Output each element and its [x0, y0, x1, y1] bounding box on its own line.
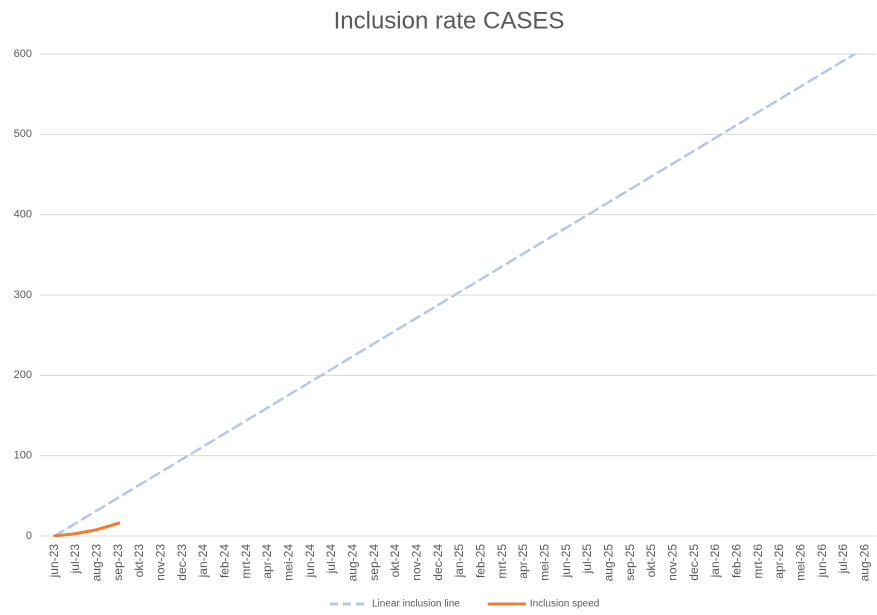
- x-tick-label: mei-24: [282, 544, 296, 581]
- legend-label: Linear inclusion line: [372, 599, 460, 610]
- y-tick-label: 0: [26, 530, 32, 542]
- y-tick-label: 500: [14, 128, 32, 140]
- x-tick-label: okt-23: [132, 544, 146, 578]
- x-tick-label: aug-26: [858, 544, 872, 582]
- y-tick-label: 100: [14, 450, 32, 462]
- x-tick-label: jul-25: [580, 544, 594, 575]
- x-tick-label: okt-25: [644, 544, 658, 578]
- x-tick-label: nov-25: [666, 544, 680, 581]
- x-tick-label: feb-24: [218, 544, 232, 578]
- x-tick-label: aug-24: [346, 544, 360, 582]
- x-tick-label: aug-23: [90, 544, 104, 582]
- x-tick-label: jul-26: [836, 544, 850, 575]
- plot-area: [53, 54, 858, 537]
- x-tick-label: sep-25: [623, 544, 637, 581]
- chart-title: Inclusion rate CASES: [334, 7, 565, 34]
- x-tick-label: jun-24: [303, 544, 317, 579]
- y-tick-label: 300: [14, 289, 32, 301]
- x-tick-label: dec-23: [175, 544, 189, 581]
- x-tick-label: nov-23: [154, 544, 168, 581]
- x-tick-label: jan-26: [708, 544, 722, 579]
- x-tick-label: dec-25: [687, 544, 701, 581]
- x-tick-label: mei-26: [794, 544, 808, 581]
- x-tick-label: jun-23: [47, 544, 61, 579]
- x-tick-label: jan-24: [196, 544, 210, 579]
- x-tick-label: feb-26: [730, 544, 744, 578]
- y-tick-label: 600: [14, 48, 32, 60]
- x-tick-label: jul-24: [324, 544, 338, 575]
- x-tick-label: mrt-24: [239, 544, 253, 579]
- x-tick-label: mei-25: [538, 544, 552, 581]
- legend-label: Inclusion speed: [530, 599, 600, 610]
- x-tick-label: aug-25: [602, 544, 616, 582]
- y-tick-label: 200: [14, 369, 32, 381]
- y-tick-label: 400: [14, 209, 32, 221]
- x-tick-label: apr-25: [516, 544, 530, 579]
- x-tick-label: sep-24: [367, 544, 381, 581]
- x-tick-label: jul-23: [68, 544, 82, 575]
- x-tick-label: feb-25: [474, 544, 488, 578]
- x-tick-label: jun-26: [815, 544, 829, 579]
- x-tick-label: jun-25: [559, 544, 573, 579]
- x-tick-label: mrt-25: [495, 544, 509, 579]
- x-tick-label: nov-24: [410, 544, 424, 581]
- x-tick-label: okt-24: [388, 544, 402, 578]
- x-tick-label: jan-25: [452, 544, 466, 579]
- x-tick-label: dec-24: [431, 544, 445, 581]
- x-tick-label: apr-26: [772, 544, 786, 579]
- series-line: [53, 54, 858, 537]
- series-line: [53, 521, 121, 537]
- x-tick-label: apr-24: [260, 544, 274, 579]
- x-tick-label: sep-23: [111, 544, 125, 581]
- x-tick-label: mrt-26: [751, 544, 765, 579]
